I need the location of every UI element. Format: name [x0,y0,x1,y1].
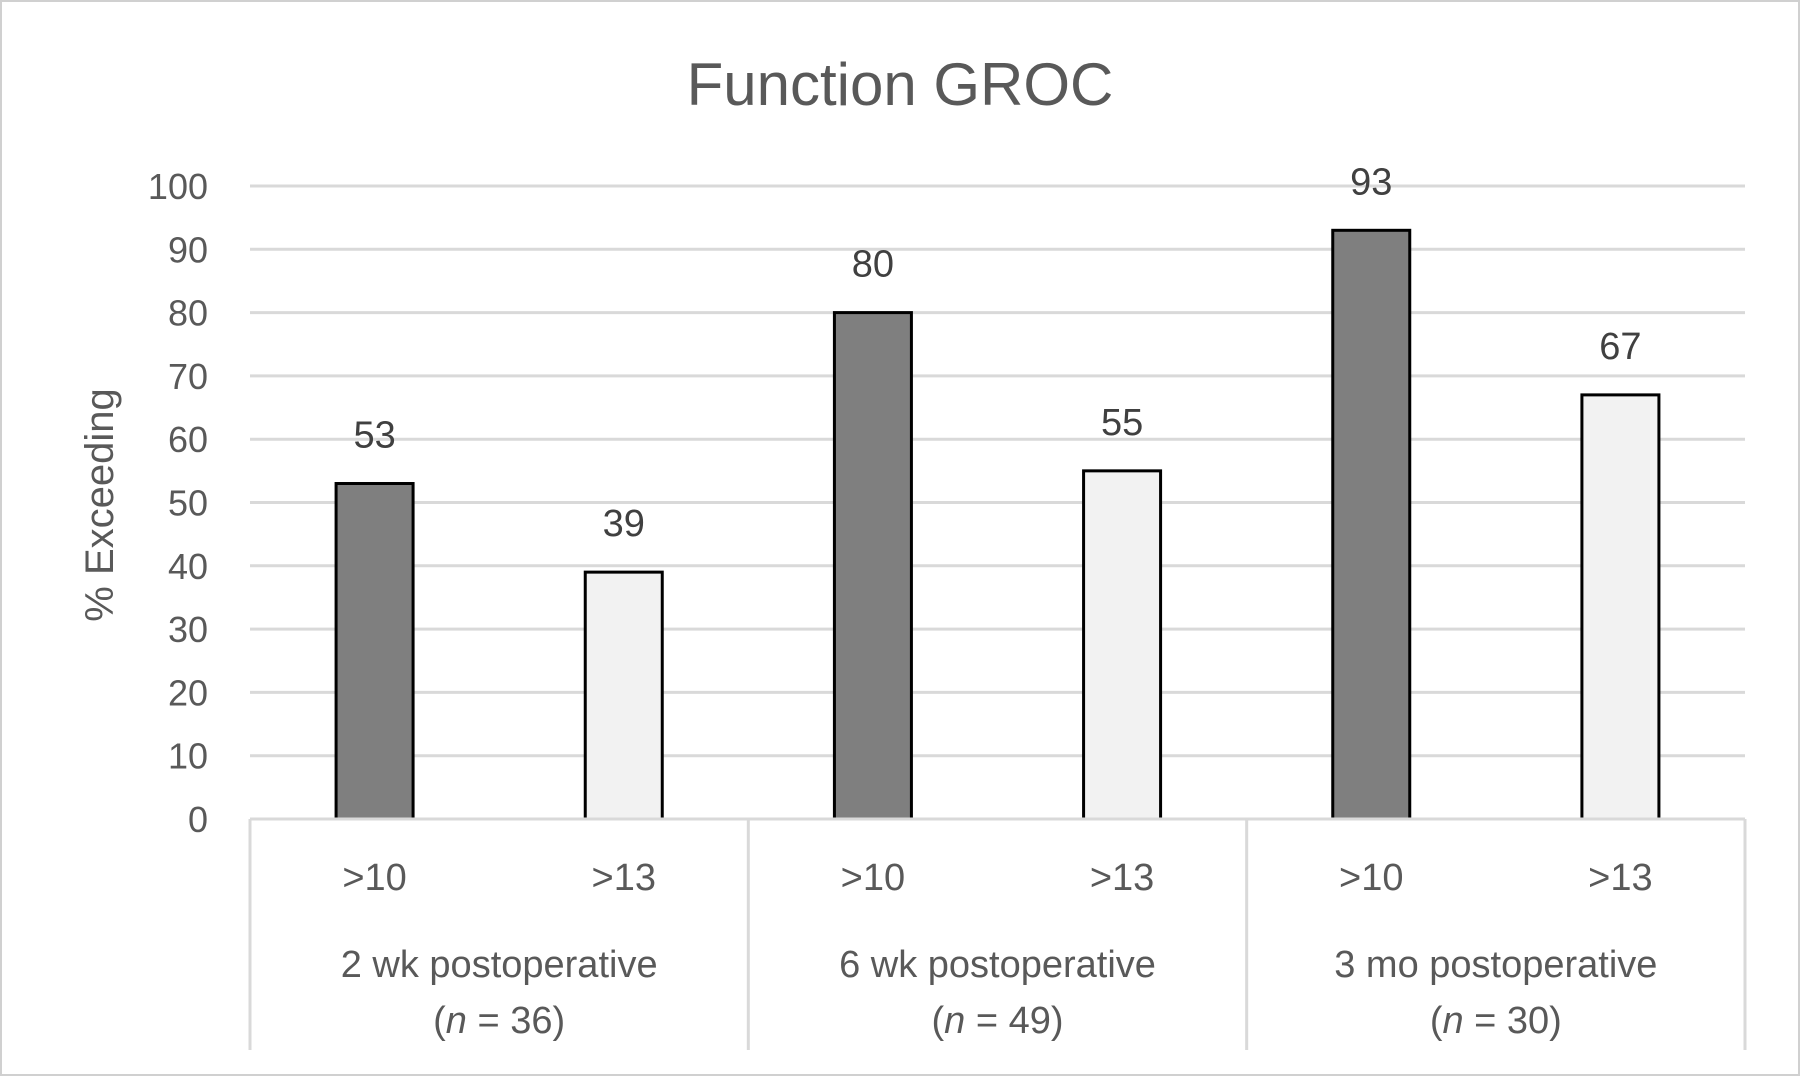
y-tick-label: 0 [188,799,208,840]
group-label: 3 mo postoperative [1334,944,1657,986]
y-axis-label: % Exceeding [78,388,122,621]
data-label: 93 [1350,161,1392,203]
x-tick-label: >10 [1339,857,1403,899]
y-tick-label: 60 [168,419,208,460]
bar [832,311,913,821]
x-tick-label: >13 [1090,857,1154,899]
data-label: 53 [353,415,395,457]
data-label: 80 [852,244,894,286]
x-tick-label: >10 [841,857,905,899]
y-axis-ticks: 0 10 20 30 40 50 60 70 80 90 100 [148,166,208,840]
bar [334,482,415,821]
group-n-label: (n = 49) [931,1000,1063,1042]
y-tick-label: 20 [168,672,208,713]
bar [1082,469,1163,821]
y-tick-label: 10 [168,736,208,777]
data-label: 67 [1599,326,1641,368]
data-label: 55 [1101,402,1143,444]
x-tick-label: >13 [1588,857,1652,899]
group-n-label: (n = 30) [1430,1000,1562,1042]
y-tick-label: 90 [168,229,208,270]
bar [1580,393,1661,821]
x-axis: >10 >13 2 wk postoperative (n = 36) >10 >13 6 … [248,817,1747,1050]
data-labels: 53 39 80 55 93 67 [353,161,1641,545]
y-tick-label: 70 [168,356,208,397]
y-tick-label: 100 [148,166,208,207]
x-tick-label: >10 [342,857,406,899]
bar [583,570,664,821]
bars [334,228,1661,821]
bar [1331,228,1412,821]
data-label: 39 [603,503,645,545]
gridlines [250,184,1745,758]
group-n-label: (n = 36) [433,1000,565,1042]
group-label: 2 wk postoperative [341,944,658,986]
y-tick-label: 50 [168,483,208,524]
group-label: 6 wk postoperative [839,944,1156,986]
y-tick-label: 80 [168,293,208,334]
y-tick-label: 30 [168,609,208,650]
x-tick-label: >13 [592,857,656,899]
y-tick-label: 40 [168,546,208,587]
chart-title: Function GROC [687,51,1114,118]
